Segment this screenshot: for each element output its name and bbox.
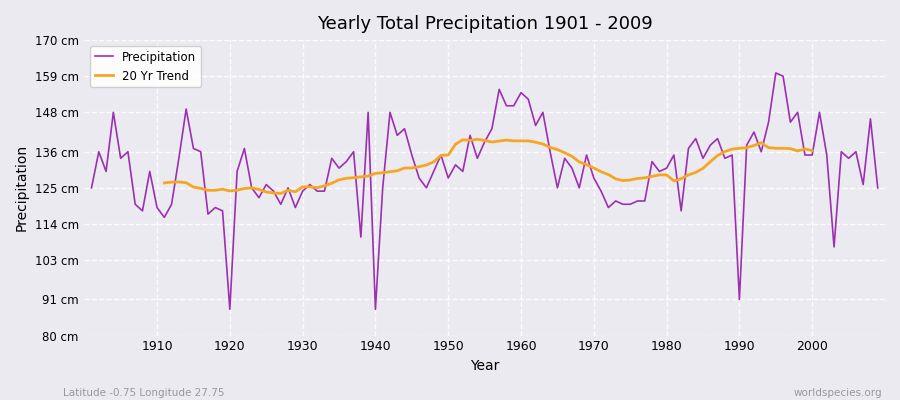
Line: 20 Yr Trend: 20 Yr Trend — [165, 139, 812, 194]
X-axis label: Year: Year — [470, 359, 500, 373]
Precipitation — [224, 307, 235, 312]
20 Yr Trend — [472, 137, 482, 142]
20 Yr Trend — [726, 147, 737, 152]
20 Yr Trend — [247, 186, 257, 190]
Line: Precipitation: Precipitation — [92, 73, 878, 309]
20 Yr Trend — [625, 178, 635, 182]
Precipitation — [356, 235, 366, 240]
Precipitation — [523, 97, 534, 102]
Precipitation — [516, 90, 526, 95]
20 Yr Trend — [792, 148, 803, 153]
Precipitation — [872, 186, 883, 190]
Precipitation — [86, 186, 97, 190]
Text: Latitude -0.75 Longitude 27.75: Latitude -0.75 Longitude 27.75 — [63, 388, 224, 398]
20 Yr Trend — [712, 153, 723, 158]
Title: Yearly Total Precipitation 1901 - 2009: Yearly Total Precipitation 1901 - 2009 — [317, 15, 652, 33]
Precipitation — [144, 169, 155, 174]
Text: worldspecies.org: worldspecies.org — [794, 388, 882, 398]
Precipitation — [610, 198, 621, 203]
Precipitation — [770, 70, 781, 75]
20 Yr Trend — [363, 174, 374, 178]
20 Yr Trend — [275, 191, 286, 196]
Y-axis label: Precipitation: Precipitation — [15, 144, 29, 232]
Legend: Precipitation, 20 Yr Trend: Precipitation, 20 Yr Trend — [90, 46, 201, 87]
20 Yr Trend — [159, 180, 170, 185]
20 Yr Trend — [806, 148, 817, 153]
Precipitation — [311, 189, 322, 194]
